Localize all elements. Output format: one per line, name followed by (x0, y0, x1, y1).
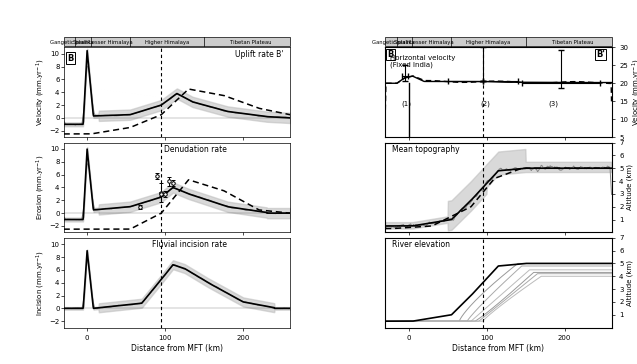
Text: Gangetic plain: Gangetic plain (372, 40, 410, 45)
Text: Gangetic plain: Gangetic plain (50, 40, 89, 45)
Y-axis label: Erosion (mm.yr$^{-1}$): Erosion (mm.yr$^{-1}$) (34, 155, 47, 220)
Text: Higher Himalaya: Higher Himalaya (466, 40, 511, 45)
Text: Siwaliks: Siwaliks (73, 40, 94, 45)
Text: B': B' (596, 50, 605, 59)
Text: Siwaliks: Siwaliks (394, 40, 415, 45)
Y-axis label: Incision (mm.yr$^{-1}$): Incision (mm.yr$^{-1}$) (34, 250, 47, 316)
Text: B: B (387, 50, 394, 59)
Text: Uplift rate B': Uplift rate B' (235, 50, 283, 59)
Text: Lesser Himalaya: Lesser Himalaya (89, 40, 132, 45)
Text: (2): (2) (480, 101, 490, 107)
Text: Tibetan Plateau: Tibetan Plateau (552, 40, 593, 45)
Text: Denudation rate: Denudation rate (164, 145, 227, 154)
Y-axis label: Velocity (mm.yr$^{-1}$): Velocity (mm.yr$^{-1}$) (631, 59, 637, 126)
Text: Horizontal velocity
(Fixed India): Horizontal velocity (Fixed India) (390, 55, 455, 68)
Text: Fluvial incision rate: Fluvial incision rate (152, 241, 227, 249)
Text: Lesser Himalaya: Lesser Himalaya (410, 40, 454, 45)
Text: B: B (67, 54, 73, 63)
Text: River elevation: River elevation (392, 241, 450, 249)
Text: (3): (3) (548, 101, 558, 107)
FancyBboxPatch shape (64, 37, 290, 47)
Y-axis label: Altitude (km): Altitude (km) (626, 260, 633, 306)
Text: Higher Himalaya: Higher Himalaya (145, 40, 189, 45)
Y-axis label: Velocity (mm.yr$^{-1}$): Velocity (mm.yr$^{-1}$) (34, 59, 47, 126)
Text: Tibetan Plateau: Tibetan Plateau (231, 40, 272, 45)
FancyBboxPatch shape (385, 37, 612, 47)
X-axis label: Distance from MFT (km): Distance from MFT (km) (131, 344, 223, 353)
X-axis label: Distance from MFT (km): Distance from MFT (km) (452, 344, 545, 353)
Text: (1): (1) (401, 101, 411, 107)
Text: Mean topography: Mean topography (392, 145, 459, 154)
Y-axis label: Altitude (km): Altitude (km) (626, 165, 633, 210)
